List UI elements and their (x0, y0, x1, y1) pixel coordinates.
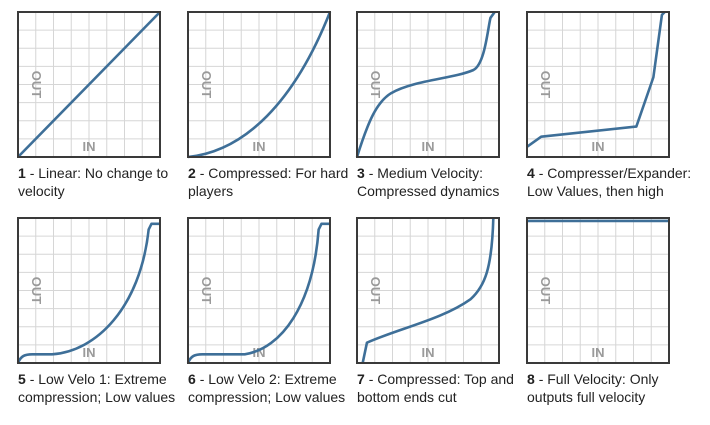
caption-number: 5 (18, 371, 26, 387)
panel: OUT IN (187, 11, 331, 158)
caption: 5 - Low Velo 1: Extreme (18, 371, 167, 387)
x-axis-label: IN (592, 345, 605, 360)
caption-line: - Linear: No change to (30, 165, 169, 181)
caption-line: - Compressed: For hard (200, 165, 349, 181)
y-axis-label: OUT (538, 71, 553, 99)
y-axis-label: OUT (368, 277, 383, 305)
panel: OUT IN (526, 217, 670, 364)
y-axis-label: OUT (199, 71, 214, 99)
y-axis-label: OUT (29, 277, 44, 305)
caption-line: Low Values, then high (527, 183, 664, 199)
panel-border (356, 11, 500, 158)
panel-border (187, 11, 331, 158)
caption-line: compression; Low values (188, 389, 345, 405)
caption-number: 6 (188, 371, 196, 387)
caption-line: compression; Low values (18, 389, 175, 405)
caption-line: Compressed dynamics (357, 183, 499, 199)
caption-line: - Medium Velocity: (369, 165, 483, 181)
curve (188, 224, 330, 363)
panel-border (526, 217, 670, 364)
x-axis-label: IN (253, 139, 266, 154)
caption-number: 8 (527, 371, 535, 387)
curve-group (18, 12, 160, 157)
curve-group (188, 12, 330, 157)
curve-group (357, 12, 495, 157)
x-axis-label: IN (592, 139, 605, 154)
caption-number: 2 (188, 165, 196, 181)
x-axis-label: IN (422, 345, 435, 360)
panel-border (187, 217, 331, 364)
curve (18, 224, 160, 363)
panel-border (17, 217, 161, 364)
caption-line: players (188, 183, 233, 199)
caption-line: - Compressed: Top and (369, 371, 514, 387)
caption-line: - Low Velo 2: Extreme (200, 371, 337, 387)
caption: 6 - Low Velo 2: Extreme (188, 371, 337, 387)
caption-number: 3 (357, 165, 365, 181)
caption: 4 - Compresser/Expander: (527, 165, 691, 181)
caption: 7 - Compressed: Top and (357, 371, 514, 387)
caption-line: velocity (18, 183, 65, 199)
curve (18, 12, 160, 157)
curve-group (363, 218, 494, 363)
caption-line: bottom ends cut (357, 389, 457, 405)
caption: 2 - Compressed: For hard (188, 165, 348, 181)
caption: 3 - Medium Velocity: (357, 165, 483, 181)
x-axis-label: IN (83, 345, 96, 360)
x-axis-label: IN (83, 139, 96, 154)
y-axis-label: OUT (199, 277, 214, 305)
panel: OUT IN (18, 12, 160, 157)
panel-border (356, 217, 500, 364)
curve (188, 12, 330, 157)
caption-line: - Full Velocity: Only (539, 371, 659, 387)
y-axis-label: OUT (538, 277, 553, 305)
curve-group (18, 224, 160, 363)
panel-border (17, 11, 161, 158)
caption: 1 - Linear: No change to (18, 165, 168, 181)
caption-number: 4 (527, 165, 535, 181)
panel: OUT IN (17, 217, 161, 364)
x-axis-label: IN (422, 139, 435, 154)
caption-number: 7 (357, 371, 365, 387)
curve (363, 218, 494, 363)
panel-border (526, 11, 670, 158)
panel: OUT IN (356, 11, 500, 158)
caption-line: - Low Velo 1: Extreme (30, 371, 167, 387)
curve (527, 12, 665, 147)
caption: 8 - Full Velocity: Only (527, 371, 659, 387)
caption-line: - Compresser/Expander: (539, 165, 692, 181)
curve-group (527, 12, 665, 147)
caption-number: 1 (18, 165, 26, 181)
curve (357, 12, 495, 157)
panel: OUT IN (356, 217, 500, 364)
y-axis-label: OUT (368, 71, 383, 99)
y-axis-label: OUT (29, 71, 44, 99)
panel: OUT IN (526, 11, 670, 158)
curve-group (188, 224, 330, 363)
caption-line: outputs full velocity (527, 389, 645, 405)
